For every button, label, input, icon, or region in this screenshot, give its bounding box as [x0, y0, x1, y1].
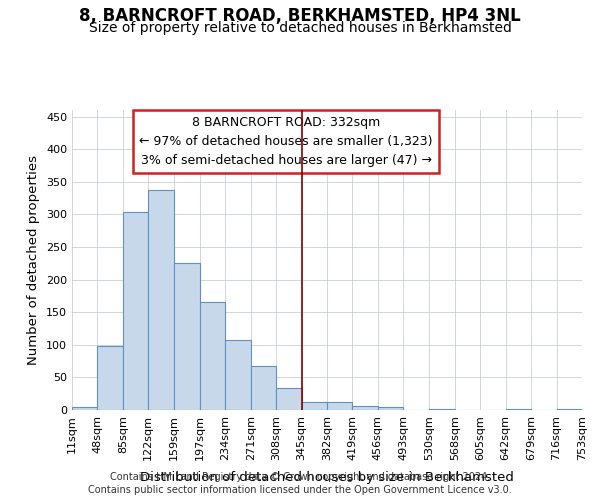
Bar	[429, 408, 455, 410]
Bar	[97, 346, 123, 410]
Bar	[123, 212, 148, 410]
Bar	[378, 406, 403, 410]
Bar	[251, 366, 276, 410]
Text: 8, BARNCROFT ROAD, BERKHAMSTED, HP4 3NL: 8, BARNCROFT ROAD, BERKHAMSTED, HP4 3NL	[79, 8, 521, 26]
Bar	[352, 406, 378, 410]
Bar	[200, 302, 225, 410]
Bar	[327, 402, 352, 410]
Text: Contains HM Land Registry data © Crown copyright and database right 2024.: Contains HM Land Registry data © Crown c…	[110, 472, 490, 482]
Bar	[276, 388, 302, 410]
Text: Size of property relative to detached houses in Berkhamsted: Size of property relative to detached ho…	[89, 21, 511, 35]
Bar	[557, 408, 582, 410]
Bar	[174, 264, 200, 410]
Y-axis label: Number of detached properties: Number of detached properties	[28, 155, 40, 365]
X-axis label: Distribution of detached houses by size in Berkhamsted: Distribution of detached houses by size …	[140, 471, 514, 484]
Bar	[302, 402, 327, 410]
Text: 8 BARNCROFT ROAD: 332sqm
← 97% of detached houses are smaller (1,323)
3% of semi: 8 BARNCROFT ROAD: 332sqm ← 97% of detach…	[139, 116, 433, 167]
Bar	[506, 408, 531, 410]
Bar	[148, 190, 174, 410]
Text: Contains public sector information licensed under the Open Government Licence v3: Contains public sector information licen…	[88, 485, 512, 495]
Bar	[225, 340, 251, 410]
Bar	[72, 406, 97, 410]
